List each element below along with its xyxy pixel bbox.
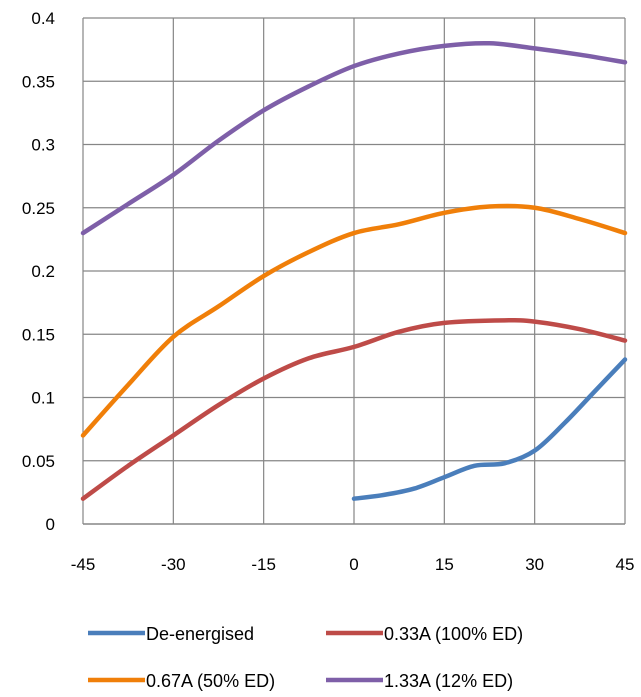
- y-tick-label: 0: [46, 515, 55, 534]
- grid: [82, 17, 626, 524]
- y-tick-label: 0.05: [22, 452, 55, 471]
- y-tick-label: 0.3: [31, 136, 55, 155]
- x-tick-label: 15: [435, 555, 454, 574]
- x-tick-label: -45: [71, 555, 96, 574]
- legend-item: 0.33A (100% ED): [326, 624, 523, 644]
- legend-item: 1.33A (12% ED): [326, 671, 513, 691]
- y-tick-label: 0.25: [22, 199, 55, 218]
- legend-label: 0.67A (50% ED): [146, 671, 275, 691]
- x-tick-label: 45: [616, 555, 635, 574]
- legend: De-energised 0.33A (100% ED) 0.67A (50% ED…: [88, 624, 523, 691]
- y-tick-label: 0.4: [31, 9, 55, 28]
- x-tick-label: -15: [251, 555, 276, 574]
- y-tick-label: 0.15: [22, 325, 55, 344]
- legend-label: 1.33A (12% ED): [384, 671, 513, 691]
- legend-label: 0.33A (100% ED): [384, 624, 523, 644]
- legend-item: 0.67A (50% ED): [88, 671, 275, 691]
- series-line-3: [80, 203, 628, 438]
- series-line-4: [80, 40, 628, 236]
- y-tick-label: 0.1: [31, 389, 55, 408]
- series-line-2: [80, 317, 628, 501]
- x-tick-label: 30: [525, 555, 544, 574]
- series-line-1: [351, 357, 628, 501]
- legend-item: De-energised: [88, 624, 254, 644]
- series-lines: [80, 40, 628, 501]
- y-tick-label: 0.2: [31, 262, 55, 281]
- x-tick-labels: -45 -30 -15 0 15 30 45: [71, 555, 635, 574]
- x-tick-label: 0: [349, 555, 358, 574]
- y-tick-label: 0.35: [22, 72, 55, 91]
- y-tick-labels: 0 0.05 0.1 0.15 0.2 0.25 0.3 0.35 0.4: [22, 9, 55, 534]
- x-tick-label: -30: [161, 555, 186, 574]
- legend-label: De-energised: [146, 624, 254, 644]
